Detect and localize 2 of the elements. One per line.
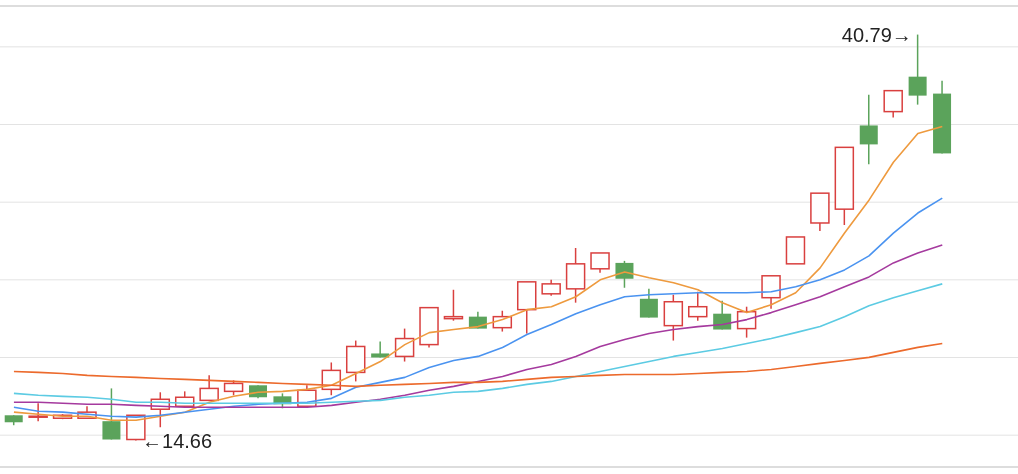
annotation: 40.79→ xyxy=(841,23,912,46)
annotation: ←14.66 xyxy=(142,429,213,452)
